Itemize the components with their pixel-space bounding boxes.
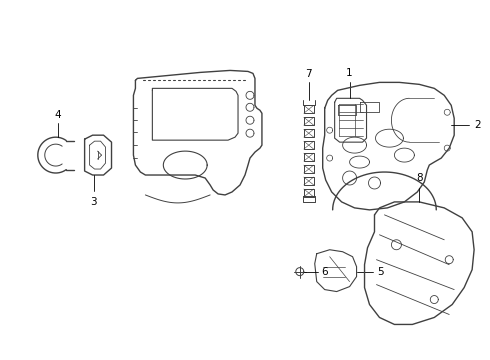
Text: 8: 8: [416, 173, 423, 183]
Text: 6: 6: [321, 267, 328, 276]
Text: 7: 7: [305, 69, 312, 80]
Text: 3: 3: [90, 197, 97, 207]
Text: 4: 4: [54, 110, 61, 120]
Text: 5: 5: [377, 267, 384, 276]
Text: 1: 1: [346, 68, 353, 78]
Text: 2: 2: [474, 120, 480, 130]
